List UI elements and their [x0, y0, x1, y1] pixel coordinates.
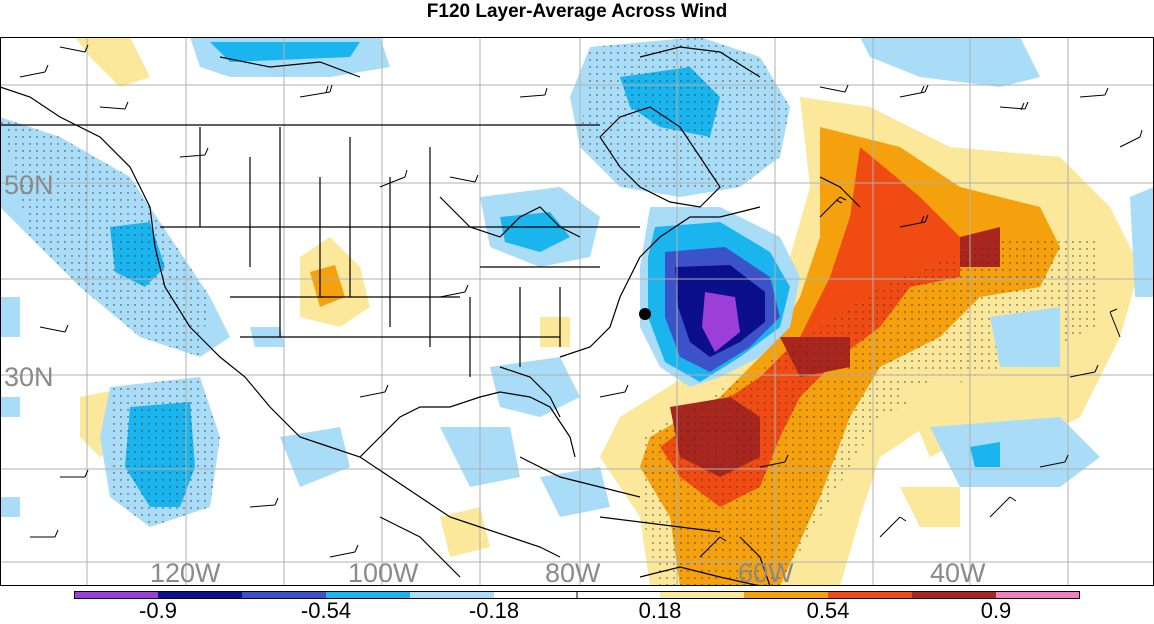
- lon-label-40w: 40W: [930, 558, 986, 586]
- lon-label-60w: 60W: [738, 558, 794, 586]
- map-panel: 120W 100W 80W 60W 40W 50N 30N: [0, 37, 1154, 586]
- graticule-lines: [0, 37, 1154, 586]
- map-svg: 120W 100W 80W 60W 40W 50N 30N: [0, 37, 1154, 586]
- colorbar-label-neg-0-9: -0.9: [139, 598, 177, 623]
- colorbar-swatch-pale-blue: [410, 591, 494, 599]
- coastline-boundaries: [0, 46, 861, 586]
- colorbar-label-neg-0-18: -0.18: [468, 598, 520, 623]
- colorbar-swatch-white-pos: [577, 591, 660, 599]
- colorbar-label-0-54: 0.54: [806, 598, 850, 623]
- colorbar-label-neg-0-54: -0.54: [300, 598, 352, 623]
- wind-barbs: [19, 44, 1143, 558]
- lat-label-30n: 30N: [4, 362, 54, 392]
- colorbar-swatch-red-orange: [828, 591, 912, 599]
- location-marker: [639, 308, 651, 320]
- colorbar-swatch-dark-red: [912, 591, 996, 599]
- colorbar-label-0-9: 0.9: [980, 598, 1012, 623]
- colorbar-swatch-white-neg: [494, 591, 577, 599]
- map-title: F120 Layer-Average Across Wind: [426, 1, 728, 22]
- lat-label-50n: 50N: [4, 170, 54, 200]
- colorbar-swatch-orange: [744, 591, 828, 599]
- colorbar-swatch-pale-yellow: [660, 591, 744, 599]
- colorbar-swatch-navy: [158, 591, 242, 599]
- colorbar-swatch-royal: [242, 591, 326, 599]
- lon-label-120w: 120W: [150, 558, 221, 586]
- colorbar-swatch-pink: [996, 591, 1080, 599]
- colorbar-label-0-18: 0.18: [638, 598, 682, 623]
- lon-label-80w: 80W: [545, 558, 601, 586]
- negative-anomaly-region: [0, 37, 1154, 527]
- colorbar-swatches: [74, 591, 1080, 599]
- colorbar: [74, 591, 1080, 599]
- colorbar-swatch-purple: [74, 591, 158, 599]
- colorbar-swatch-sky: [326, 591, 410, 599]
- lon-label-100w: 100W: [348, 558, 419, 586]
